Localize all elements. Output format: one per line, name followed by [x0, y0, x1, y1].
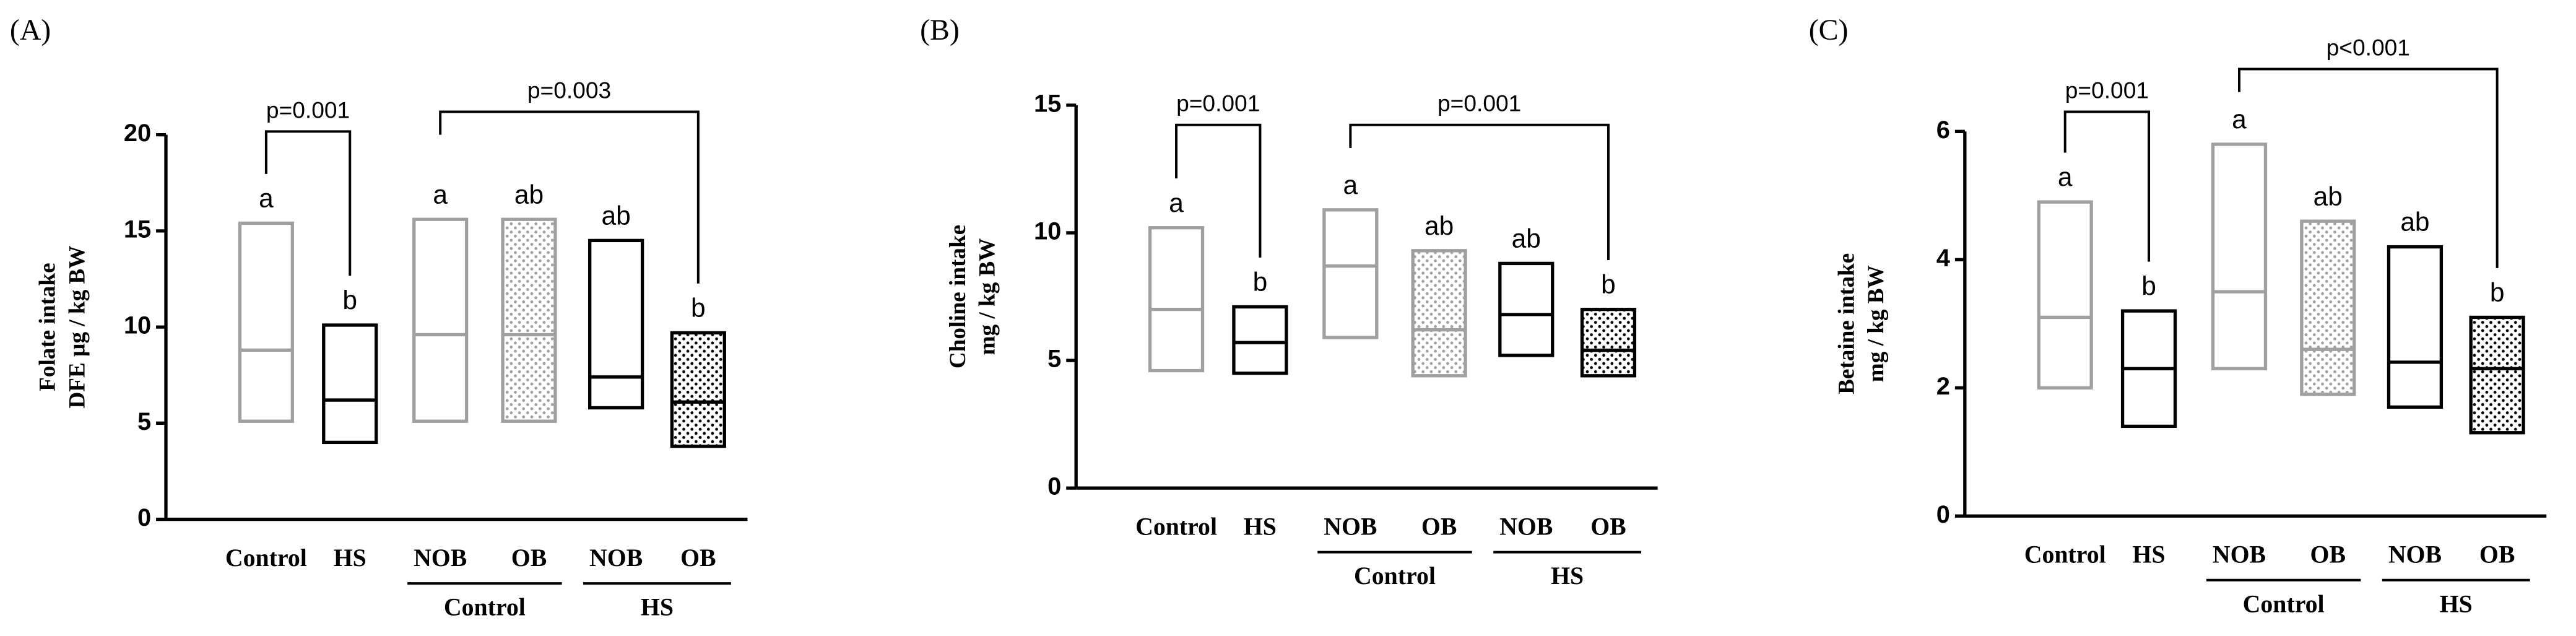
significance-letter: b — [2490, 278, 2505, 307]
x-tick-label: HS — [1244, 513, 1277, 541]
y-axis-title: Choline intake mg / kg BW — [945, 225, 1000, 368]
p-value: p=0.001 — [1438, 90, 1521, 116]
y-tick-label: 0 — [137, 504, 151, 531]
y-axis-title-line: mg / kg BW — [974, 238, 1000, 355]
significance-letter: ab — [1512, 224, 1541, 253]
significance-letter: ab — [2400, 207, 2429, 237]
significance-letter: ab — [602, 201, 631, 230]
x-tick-label: NOB — [2388, 541, 2442, 568]
significance-letter: b — [342, 285, 357, 315]
significance-bracket — [264, 130, 352, 276]
significance-letter: ab — [1425, 211, 1454, 240]
range-bar — [322, 323, 378, 445]
significance-letter: a — [1343, 170, 1358, 199]
range-bar — [238, 221, 295, 423]
x-tick-label: HS — [2132, 541, 2165, 568]
x-tick-label: NOB — [589, 544, 643, 572]
y-axis-title-line: Choline intake — [945, 225, 970, 368]
y-axis-title-line: DFE µg / kg BW — [64, 246, 90, 409]
range-bar — [2387, 245, 2444, 409]
y-tick-label: 10 — [1034, 217, 1061, 245]
range-bar — [670, 331, 726, 448]
y-tick-label: 5 — [1047, 346, 1061, 373]
group-label: HS — [1551, 562, 1584, 590]
range-bar — [1411, 249, 1467, 378]
x-tick-label: Control — [2024, 541, 2106, 568]
x-tick-label: Control — [1135, 513, 1217, 541]
x-tick-label: OB — [2310, 541, 2346, 568]
y-tick-label: 0 — [1936, 501, 1950, 528]
significance-bracket — [1349, 123, 1610, 261]
y-tick-label: 2 — [1936, 373, 1950, 400]
panel-label: (C) — [1809, 14, 1849, 46]
panel-label: (B) — [920, 14, 960, 46]
significance-bracket — [1175, 123, 1262, 258]
significance-letter: b — [2141, 271, 2156, 300]
group-label: HS — [641, 594, 674, 621]
significance-letter: a — [259, 184, 274, 213]
range-bar — [2469, 315, 2525, 435]
significance-letter: a — [1169, 188, 1184, 217]
group-label: Control — [1354, 562, 1436, 590]
x-tick-label: HS — [334, 544, 366, 572]
p-value: p<0.001 — [2327, 34, 2410, 60]
range-bar — [2300, 219, 2356, 396]
p-value: p=0.001 — [2065, 77, 2149, 103]
significance-bracket — [439, 110, 700, 284]
significance-letter: a — [2232, 105, 2247, 134]
group-label: Control — [444, 594, 526, 621]
y-axis-title-line: mg / kg BW — [1863, 265, 1889, 382]
y-tick-label: 15 — [124, 216, 151, 243]
y-tick-label: 15 — [1034, 90, 1061, 117]
p-value: p=0.001 — [1176, 90, 1260, 116]
range-bar — [1580, 307, 1637, 378]
panel-label: (A) — [10, 14, 51, 46]
y-tick-label: 4 — [1936, 245, 1950, 272]
range-bar — [501, 217, 557, 423]
x-tick-label: OB — [2479, 541, 2515, 568]
y-axis-title-line: Betaine intake — [1834, 253, 1859, 394]
y-axis-title: Folate intake DFE µg / kg BW — [35, 246, 90, 409]
group-label: Control — [2243, 590, 2325, 617]
significance-letter: b — [1601, 270, 1616, 299]
significance-bracket — [2238, 68, 2499, 268]
x-tick-label: NOB — [414, 544, 467, 572]
y-tick-label: 5 — [137, 408, 151, 435]
y-tick-label: 6 — [1936, 116, 1950, 144]
range-bar — [1148, 226, 1205, 373]
significance-letter: b — [1253, 268, 1268, 297]
significance-letter: a — [433, 180, 448, 209]
y-tick-label: 20 — [124, 120, 151, 147]
range-bar — [2037, 200, 2093, 390]
x-tick-label: OB — [680, 544, 716, 572]
range-bar — [412, 217, 469, 423]
significance-letter: a — [2058, 162, 2073, 191]
significance-letter: ab — [2314, 181, 2343, 211]
group-label: HS — [2440, 590, 2473, 617]
significance-letter: b — [691, 293, 706, 322]
p-value: p=0.001 — [266, 97, 350, 123]
significance-bracket — [2063, 110, 2151, 262]
x-tick-label: OB — [511, 544, 547, 572]
range-bar — [588, 238, 644, 410]
range-bar — [1498, 261, 1555, 357]
y-axis-title-line: Folate intake — [35, 263, 60, 391]
range-bar — [2211, 142, 2268, 370]
y-axis-title: Betaine intake mg / kg BW — [1834, 253, 1889, 394]
x-tick-label: OB — [1590, 513, 1626, 541]
x-tick-label: NOB — [1324, 513, 1377, 541]
y-tick-label: 0 — [1047, 473, 1061, 500]
x-tick-label: OB — [1421, 513, 1457, 541]
p-value: p=0.003 — [527, 77, 611, 103]
range-bar — [1232, 305, 1288, 375]
y-tick-label: 10 — [124, 312, 151, 339]
significance-letter: ab — [514, 180, 544, 209]
range-bar — [1322, 208, 1379, 339]
x-tick-label: NOB — [2213, 541, 2266, 568]
x-tick-label: NOB — [1499, 513, 1553, 541]
x-tick-label: Control — [225, 544, 307, 572]
